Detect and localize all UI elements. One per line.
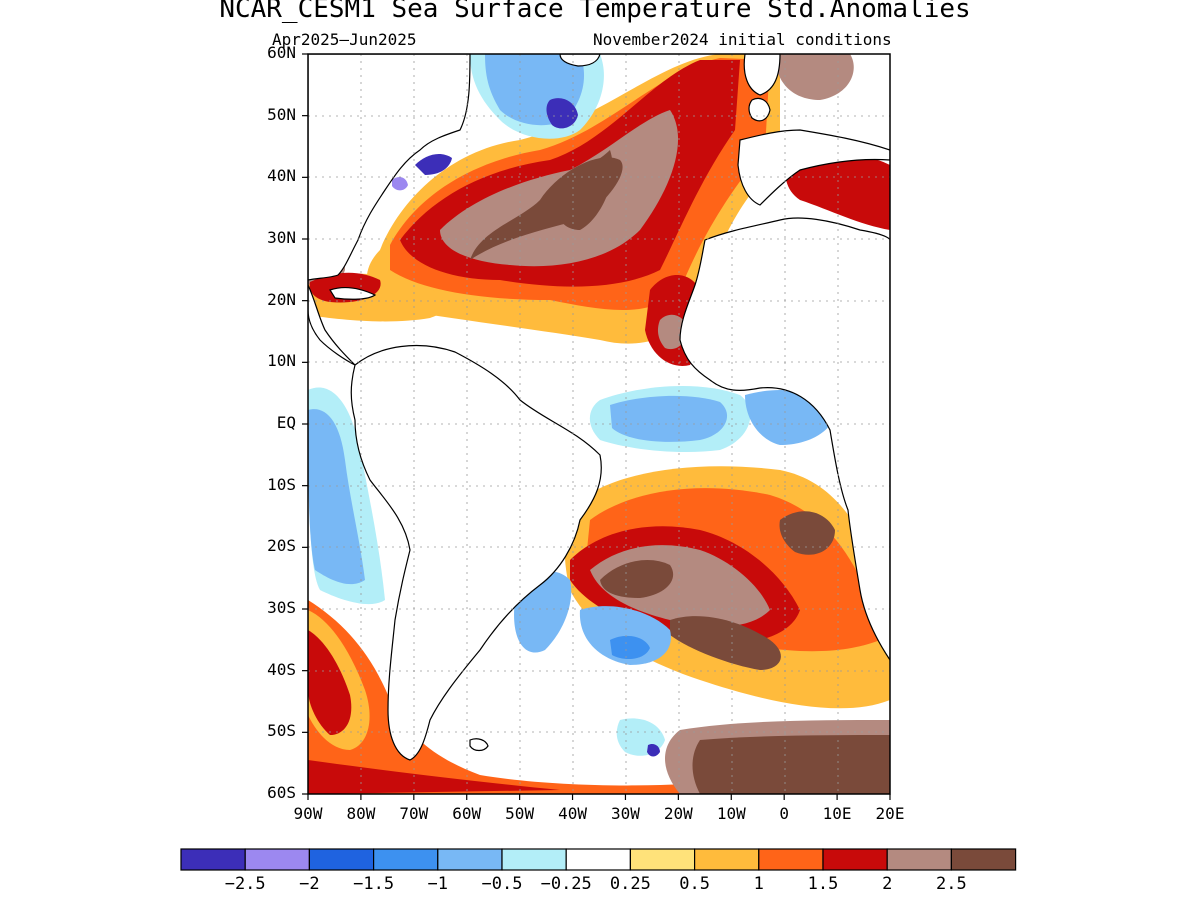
lat-tick-label: 20N xyxy=(267,289,296,309)
lat-tick-label: 10N xyxy=(267,351,296,371)
colorbar-label: 1 xyxy=(753,874,764,894)
colorbar-label: −2 xyxy=(299,874,320,894)
lon-tick-label: 10W xyxy=(716,804,746,823)
colorbar-label: 2 xyxy=(882,874,893,894)
lon-tick-label: 70W xyxy=(399,804,429,823)
lat-tick-label: 30N xyxy=(267,228,296,247)
lat-tick-label: 40N xyxy=(267,166,296,186)
lon-tick-label: 80W xyxy=(346,804,376,823)
lon-tick-label: 30W xyxy=(611,804,640,823)
lon-tick-label: 50W xyxy=(505,804,535,823)
colorbar-swatch xyxy=(180,848,246,871)
lat-tick-label: 30S xyxy=(267,598,296,617)
colorbar-swatch xyxy=(758,848,824,871)
lon-tick-label: 10E xyxy=(822,804,852,823)
colorbar-swatch xyxy=(950,848,1017,871)
lat-tick-label: 50S xyxy=(267,721,296,741)
lat-tick-label: 60N xyxy=(267,43,296,62)
lon-tick-label: 90W xyxy=(293,804,323,823)
colorbar-swatch xyxy=(244,848,310,871)
lat-tick-label: 10S xyxy=(267,474,296,494)
lat-tick-label: 50N xyxy=(267,104,296,124)
lat-tick-label: 20S xyxy=(267,536,296,556)
colorbar-swatch xyxy=(886,848,953,871)
lon-tick-label: 20E xyxy=(875,804,905,823)
lat-tick-label: 40S xyxy=(267,659,296,679)
graticule xyxy=(308,54,890,794)
colorbar-label: −0.25 xyxy=(540,874,592,894)
colorbar-swatch xyxy=(373,848,439,871)
colorbar-label: −2.5 xyxy=(224,874,266,894)
map-field xyxy=(308,54,890,794)
forecast-period: Apr2025–Jun2025 xyxy=(272,30,417,49)
colorbar-swatch xyxy=(822,848,888,871)
colorbar-label: −0.5 xyxy=(481,874,523,894)
map-title: NCAR_CESM1 Sea Surface Temperature Std.A… xyxy=(219,0,971,24)
colorbar xyxy=(180,848,1017,871)
colorbar-swatch xyxy=(565,848,632,871)
lon-tick-label: 40W xyxy=(558,804,587,823)
lon-tick-label: 0 xyxy=(779,804,789,823)
colorbar-label: −1 xyxy=(427,874,449,894)
lat-tick-label: EQ xyxy=(276,413,296,432)
colorbar-label: 1.5 xyxy=(807,874,839,894)
colorbar-swatch xyxy=(693,848,760,871)
colorbar-swatch xyxy=(437,848,503,871)
initial-conditions: November2024 initial conditions xyxy=(593,30,892,49)
lon-tick-label: 20W xyxy=(663,804,693,823)
colorbar-swatch xyxy=(629,848,696,871)
lon-tick-label: 60W xyxy=(452,804,482,823)
lat-tick-label: 60S xyxy=(267,783,296,802)
colorbar-label: 2.5 xyxy=(936,874,967,894)
colorbar-swatch xyxy=(501,848,567,871)
colorbar-swatch xyxy=(308,848,375,871)
colorbar-label: 0.5 xyxy=(679,874,710,894)
colorbar-label: 0.25 xyxy=(609,874,651,894)
colorbar-label: −1.5 xyxy=(353,874,395,894)
